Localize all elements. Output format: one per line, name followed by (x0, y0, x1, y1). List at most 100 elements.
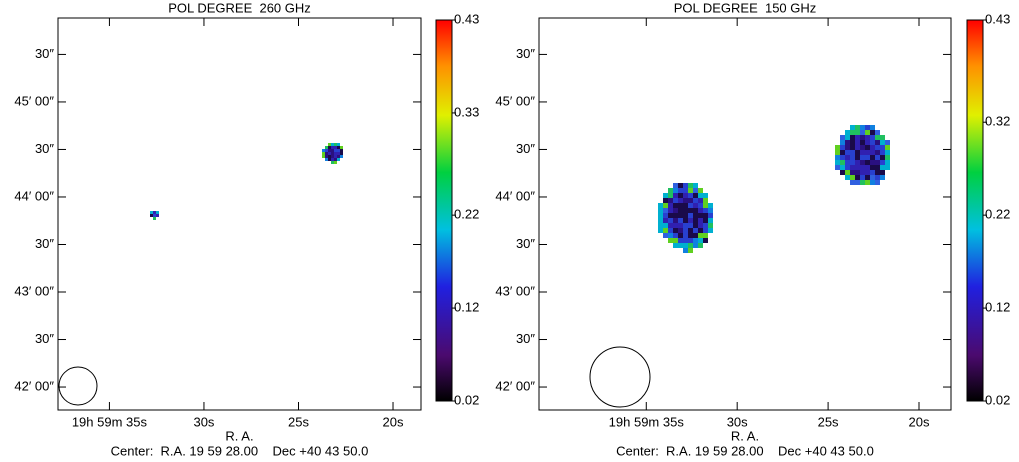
image-pixel (668, 223, 673, 228)
image-pixel (855, 130, 860, 135)
image-pixel (668, 193, 673, 198)
image-pixel (328, 155, 331, 158)
image-pixel (703, 193, 708, 198)
image-pixel (880, 170, 885, 175)
image-pixel (850, 160, 855, 165)
image-pixel (328, 146, 331, 149)
image-pixel (683, 193, 688, 198)
image-pixel (850, 125, 855, 130)
image-pixel (328, 143, 331, 146)
image-pixel (850, 150, 855, 155)
image-pixel (340, 155, 343, 158)
image-pixel (678, 243, 683, 248)
image-pixel (880, 165, 885, 170)
image-pixel (663, 193, 668, 198)
image-pixel (845, 170, 850, 175)
y-tick-label: 30″ (516, 141, 535, 156)
image-pixel (870, 145, 875, 150)
image-pixel (870, 180, 875, 185)
x-tick-label: 25s (818, 414, 839, 429)
image-pixel (693, 183, 698, 188)
image-pixel (678, 203, 683, 208)
image-pixel (683, 188, 688, 193)
image-pixel (658, 213, 663, 218)
image-pixel (855, 140, 860, 145)
image-pixel (860, 130, 865, 135)
image-pixel (683, 218, 688, 223)
image-pixel (845, 175, 850, 180)
image-pixel (708, 208, 713, 213)
y-tick-label: 43′ 00″ (495, 283, 535, 298)
image-pixel (337, 158, 340, 161)
image-pixel (688, 208, 693, 213)
y-tick-label: 44′ 00″ (14, 188, 54, 203)
image-pixel (153, 214, 156, 217)
image-pixel (334, 143, 337, 146)
image-pixel (693, 233, 698, 238)
image-pixel (683, 233, 688, 238)
image-pixel (855, 165, 860, 170)
image-pixel (880, 135, 885, 140)
image-pixel (885, 150, 890, 155)
y-tick-label: 30″ (516, 236, 535, 251)
image-pixel (875, 170, 880, 175)
image-pixel (855, 145, 860, 150)
y-tick-label: 45′ 00″ (495, 93, 535, 108)
image-pixel (325, 158, 328, 161)
image-pixel (693, 193, 698, 198)
image-pixel (663, 208, 668, 213)
image-pixel (683, 208, 688, 213)
beam (58, 366, 98, 406)
image-pixel (850, 130, 855, 135)
plot-frame (538, 17, 952, 411)
image-pixel (678, 213, 683, 218)
image-pixel (668, 218, 673, 223)
image-pixel (153, 211, 156, 214)
image-pixel (673, 208, 678, 213)
image-pixel (693, 203, 698, 208)
image-pixel (845, 165, 850, 170)
image-pixel (688, 183, 693, 188)
image-pixel (693, 238, 698, 243)
image-pixel (688, 188, 693, 193)
image-pixel (870, 155, 875, 160)
image-pixel (875, 165, 880, 170)
image-pixel (663, 223, 668, 228)
image-pixel (840, 135, 845, 140)
image-pixel (850, 155, 855, 160)
image-pixel (860, 175, 865, 180)
image-pixel (668, 238, 673, 243)
image-pixel (880, 140, 885, 145)
image-pixel (835, 145, 840, 150)
image-pixel (334, 146, 337, 149)
x-axis-label: R. A. (731, 428, 759, 443)
image-pixel (885, 155, 890, 160)
image-pixel (698, 188, 703, 193)
image-pixel (860, 165, 865, 170)
image-pixel (860, 180, 865, 185)
image-pixel (337, 146, 340, 149)
image-pixel (334, 152, 337, 155)
y-tick-label: 43′ 00″ (14, 283, 54, 298)
image-pixel (865, 140, 870, 145)
image-pixel (698, 218, 703, 223)
image-pixel (860, 170, 865, 175)
image-pixel (708, 213, 713, 218)
image-pixel (880, 155, 885, 160)
image-pixel (328, 158, 331, 161)
image-pixel (678, 228, 683, 233)
image-pixel (673, 243, 678, 248)
image-pixel (683, 223, 688, 228)
image-pixel (698, 198, 703, 203)
image-pixel (835, 165, 840, 170)
image-pixel (156, 214, 159, 217)
image-pixel (850, 180, 855, 185)
image-pixel (678, 193, 683, 198)
image-pixel (860, 145, 865, 150)
image-pixel (855, 170, 860, 175)
image-pixel (865, 145, 870, 150)
image-pixel (703, 203, 708, 208)
y-tick-label: 45′ 00″ (14, 93, 54, 108)
image-pixel (673, 188, 678, 193)
